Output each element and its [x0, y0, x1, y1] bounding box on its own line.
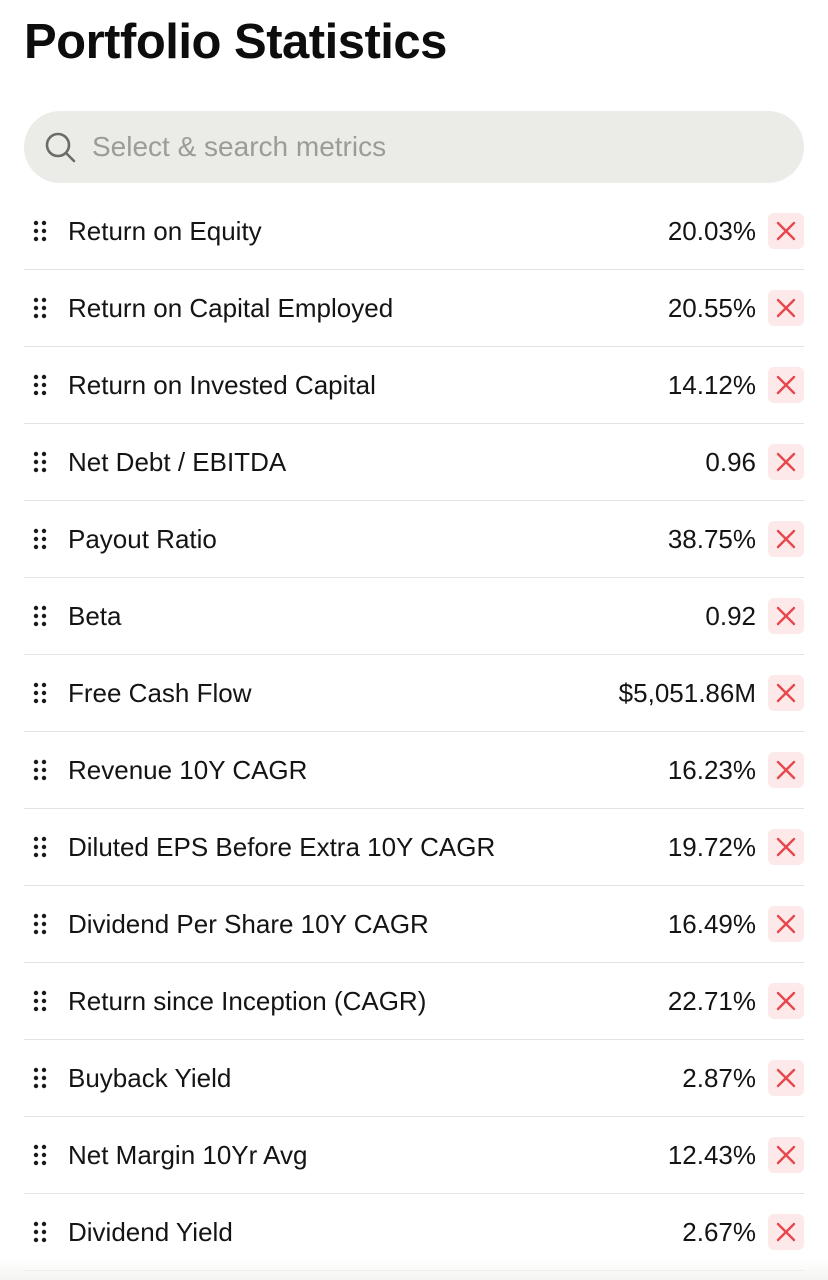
close-icon	[776, 529, 796, 549]
close-icon	[776, 452, 796, 472]
remove-metric-button[interactable]	[768, 598, 804, 634]
drag-handle-icon[interactable]	[26, 294, 54, 322]
close-icon	[776, 760, 796, 780]
metric-label: Net Debt / EBITDA	[68, 446, 287, 477]
remove-metric-button[interactable]	[768, 213, 804, 249]
metric-value: $5,051.86M	[618, 677, 756, 708]
metric-label: Return since Inception (CAGR)	[68, 985, 427, 1016]
metric-row: Revenue 10Y CAGR 16.23%	[24, 732, 804, 809]
metric-row: Return on Invested Capital 14.12%	[24, 347, 804, 424]
remove-metric-button[interactable]	[768, 675, 804, 711]
drag-handle-icon[interactable]	[26, 756, 54, 784]
metric-label: Dividend Per Share 10Y CAGR	[68, 908, 429, 939]
drag-handle-icon[interactable]	[26, 448, 54, 476]
metric-value: 16.49%	[667, 908, 756, 939]
metric-value: 14.12%	[667, 369, 756, 400]
drag-handle-icon[interactable]	[26, 910, 54, 938]
metric-label: Buyback Yield	[68, 1062, 232, 1093]
metric-row: Net Margin 10Yr Avg 12.43%	[24, 1117, 804, 1194]
close-icon	[776, 375, 796, 395]
search-input[interactable]	[92, 131, 752, 163]
metric-row: Beta 0.92	[24, 578, 804, 655]
metric-value: 20.03%	[667, 215, 756, 246]
metric-label: Payout Ratio	[68, 523, 217, 554]
close-icon	[776, 1222, 796, 1242]
drag-handle-icon[interactable]	[26, 602, 54, 630]
close-icon	[776, 1068, 796, 1088]
metric-row: Dividend Per Share 10Y CAGR 16.49%	[24, 886, 804, 963]
drag-handle-icon[interactable]	[26, 1141, 54, 1169]
metric-label: Return on Capital Employed	[68, 292, 394, 323]
remove-metric-button[interactable]	[768, 521, 804, 557]
metric-row: Payout Ratio 38.75%	[24, 501, 804, 578]
metric-label: Diluted EPS Before Extra 10Y CAGR	[68, 831, 496, 862]
remove-metric-button[interactable]	[768, 1137, 804, 1173]
search-icon	[44, 131, 76, 163]
metric-row: Return on Capital Employed 20.55%	[24, 270, 804, 347]
remove-metric-button[interactable]	[768, 752, 804, 788]
metric-value: 38.75%	[667, 523, 756, 554]
remove-metric-button[interactable]	[768, 290, 804, 326]
page-title: Portfolio Statistics	[24, 15, 447, 69]
drag-handle-icon[interactable]	[26, 525, 54, 553]
remove-metric-button[interactable]	[768, 983, 804, 1019]
metric-row: Free Cash Flow $5,051.86M	[24, 655, 804, 732]
metric-label: Return on Invested Capital	[68, 369, 376, 400]
metric-label: Dividend Yield	[68, 1216, 233, 1247]
metric-label: Beta	[68, 600, 122, 631]
metric-value: 2.67%	[682, 1216, 756, 1247]
remove-metric-button[interactable]	[768, 367, 804, 403]
drag-handle-icon[interactable]	[26, 217, 54, 245]
remove-metric-button[interactable]	[768, 444, 804, 480]
remove-metric-button[interactable]	[768, 1214, 804, 1250]
metric-value: 0.92	[705, 600, 756, 631]
metric-value: 19.72%	[667, 831, 756, 862]
close-icon	[776, 298, 796, 318]
close-icon	[776, 837, 796, 857]
drag-handle-icon[interactable]	[26, 987, 54, 1015]
metric-value: 20.55%	[667, 292, 756, 323]
remove-metric-button[interactable]	[768, 906, 804, 942]
metric-value: 2.87%	[682, 1062, 756, 1093]
drag-handle-icon[interactable]	[26, 1218, 54, 1246]
metric-row: Return since Inception (CAGR) 22.71%	[24, 963, 804, 1040]
search-bar[interactable]	[24, 111, 804, 183]
metric-value: 22.71%	[667, 985, 756, 1016]
remove-metric-button[interactable]	[768, 829, 804, 865]
metric-row: Buyback Yield 2.87%	[24, 1040, 804, 1117]
metric-value: 16.23%	[667, 754, 756, 785]
close-icon	[776, 606, 796, 626]
metric-value: 12.43%	[667, 1139, 756, 1170]
metric-label: Revenue 10Y CAGR	[68, 754, 308, 785]
close-icon	[776, 1145, 796, 1165]
drag-handle-icon[interactable]	[26, 679, 54, 707]
close-icon	[776, 221, 796, 241]
metric-label: Free Cash Flow	[68, 677, 252, 708]
drag-handle-icon[interactable]	[26, 371, 54, 399]
close-icon	[776, 991, 796, 1011]
metrics-list: Return on Equity 20.03% Return on Capita…	[24, 193, 804, 1271]
metric-value: 0.96	[705, 446, 756, 477]
metric-label: Return on Equity	[68, 215, 262, 246]
metric-row: Return on Equity 20.03%	[24, 193, 804, 270]
close-icon	[776, 914, 796, 934]
metric-label: Net Margin 10Yr Avg	[68, 1139, 308, 1170]
metric-row: Diluted EPS Before Extra 10Y CAGR 19.72%	[24, 809, 804, 886]
metric-row: Net Debt / EBITDA 0.96	[24, 424, 804, 501]
bottom-fade	[0, 1260, 828, 1280]
close-icon	[776, 683, 796, 703]
drag-handle-icon[interactable]	[26, 1064, 54, 1092]
drag-handle-icon[interactable]	[26, 833, 54, 861]
remove-metric-button[interactable]	[768, 1060, 804, 1096]
